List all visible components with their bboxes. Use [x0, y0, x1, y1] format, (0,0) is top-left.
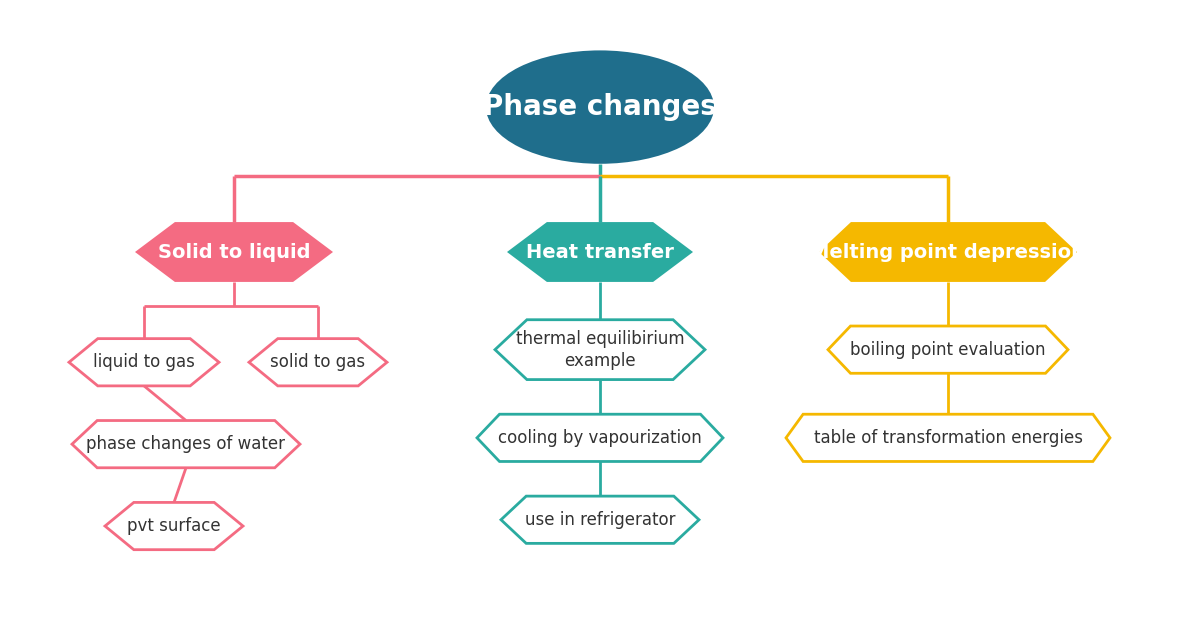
Text: cooling by vapourization: cooling by vapourization [498, 429, 702, 447]
Text: pvt surface: pvt surface [127, 517, 221, 535]
Polygon shape [106, 503, 242, 549]
Text: Solid to liquid: Solid to liquid [157, 243, 311, 261]
Polygon shape [72, 421, 300, 467]
Text: use in refrigerator: use in refrigerator [524, 511, 676, 529]
Text: thermal equilibirium
example: thermal equilibirium example [516, 329, 684, 370]
Text: Phase changes: Phase changes [484, 93, 716, 121]
Polygon shape [818, 222, 1078, 282]
Ellipse shape [486, 50, 714, 164]
Text: boiling point evaluation: boiling point evaluation [851, 341, 1045, 358]
Text: table of transformation energies: table of transformation energies [814, 429, 1082, 447]
Text: solid to gas: solid to gas [270, 353, 366, 371]
Polygon shape [508, 222, 694, 282]
Polygon shape [134, 222, 334, 282]
Text: Heat transfer: Heat transfer [526, 243, 674, 261]
Text: Melting point depression: Melting point depression [810, 243, 1086, 261]
Polygon shape [496, 320, 706, 379]
Text: liquid to gas: liquid to gas [94, 353, 194, 371]
Polygon shape [786, 415, 1110, 461]
Polygon shape [70, 339, 220, 386]
Polygon shape [250, 339, 386, 386]
Polygon shape [478, 415, 722, 461]
Polygon shape [502, 496, 698, 543]
Polygon shape [828, 326, 1068, 373]
Text: phase changes of water: phase changes of water [86, 435, 286, 453]
